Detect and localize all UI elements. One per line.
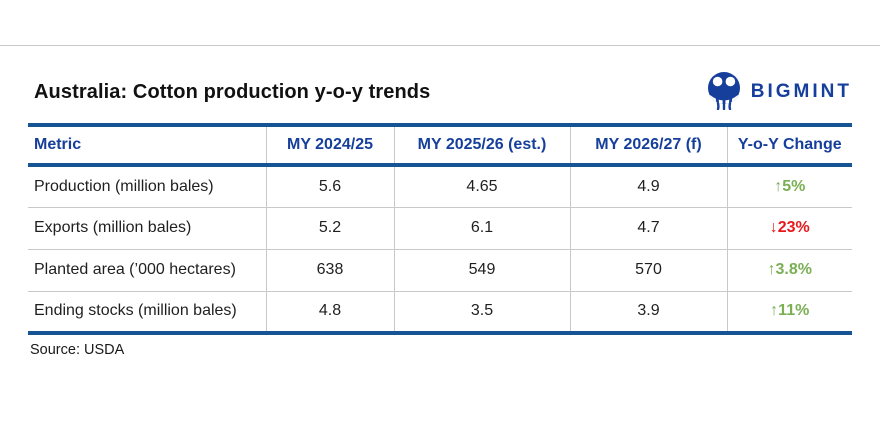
column-header-my2024-25: MY 2024/25 (265, 125, 394, 167)
bigmint-wordmark: BIGMINT (750, 81, 852, 102)
metric-cell: Production (million bales) (28, 165, 266, 208)
infographic-card: Australia: Cotton production y-o-y trend… (28, 45, 852, 358)
value-cell: 4.7 (569, 207, 727, 250)
table-row-planted-area: Planted area (’000 hectares) 638 549 570… (28, 249, 852, 292)
yoy-change-cell: ↑3.8% (726, 249, 852, 292)
yoy-change-cell: ↑5% (726, 165, 852, 208)
page-title: Australia: Cotton production y-o-y trend… (34, 80, 431, 103)
metric-cell: Planted area (’000 hectares) (28, 249, 266, 292)
cotton-trends-table: Metric MY 2024/25 MY 2025/26 (est.) MY 2… (28, 123, 852, 335)
value-cell: 5.6 (265, 165, 394, 208)
card-header: Australia: Cotton production y-o-y trend… (28, 71, 852, 113)
value-cell: 549 (393, 249, 570, 292)
table-row-production: Production (million bales) 5.6 4.65 4.9 … (28, 165, 852, 208)
value-cell: 570 (569, 249, 727, 292)
value-cell: 3.9 (569, 291, 727, 333)
yoy-change-cell: ↓23% (726, 207, 852, 250)
table-header-row: Metric MY 2024/25 MY 2025/26 (est.) MY 2… (28, 125, 852, 167)
value-cell: 5.2 (265, 207, 394, 250)
column-header-my2025-26: MY 2025/26 (est.) (393, 125, 570, 167)
column-header-my2026-27: MY 2026/27 (f) (569, 125, 727, 167)
bigmint-cotton-boll-icon (705, 70, 743, 115)
column-header-metric: Metric (28, 125, 266, 167)
value-cell: 638 (265, 249, 394, 292)
yoy-change-cell: ↑11% (726, 291, 852, 333)
page-top-divider (0, 45, 880, 46)
value-cell: 4.9 (569, 165, 727, 208)
value-cell: 4.65 (393, 165, 570, 208)
value-cell: 3.5 (393, 291, 570, 333)
table-row-exports: Exports (million bales) 5.2 6.1 4.7 ↓23% (28, 207, 852, 250)
bigmint-logo: BIGMINT (705, 70, 852, 115)
metric-cell: Ending stocks (million bales) (34, 302, 237, 320)
value-cell: 4.8 (265, 291, 394, 333)
table-row-ending-stocks: Ending stocks (million bales) 4.8 3.5 3.… (28, 291, 852, 333)
value-cell: 6.1 (393, 207, 570, 250)
metric-cell: Exports (million bales) (28, 207, 266, 250)
source-attribution: Source: USDA (30, 342, 125, 358)
column-header-yoy-change: Y-o-Y Change (726, 125, 852, 167)
